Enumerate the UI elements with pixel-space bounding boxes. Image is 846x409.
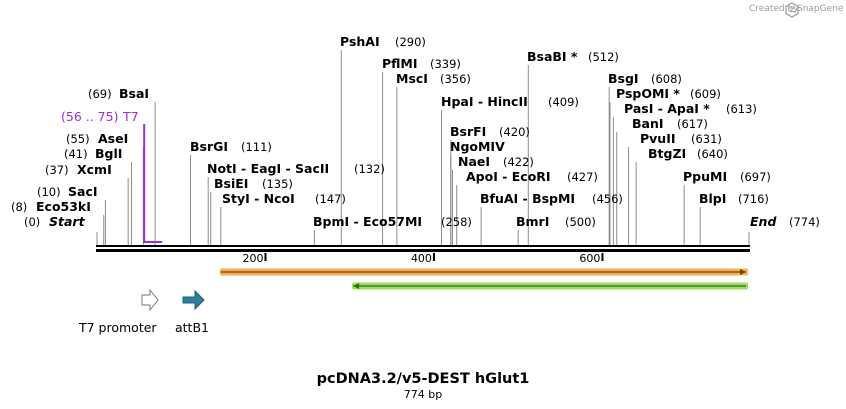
site-end-pos: (774) — [789, 215, 820, 229]
ruler-label-600: 600 — [579, 252, 600, 265]
site-apoi-pos: (427) — [567, 170, 598, 184]
site-bsiei: BsiEI — [214, 176, 248, 191]
site-xcmi: XcmI — [77, 162, 112, 177]
primer-name: T7 — [122, 109, 139, 124]
site-saci-pos: (10) — [37, 185, 61, 199]
primer-t7[interactable]: (56 .. 75) T7 — [61, 109, 163, 243]
site-asei-pos: (55) — [66, 132, 90, 146]
backbone-top-strand — [96, 245, 750, 247]
ruler-label-200: 200 — [242, 252, 263, 265]
site-hpai-hincii: HpaI - HincII — [441, 94, 528, 109]
site-bmri: BmrI — [516, 214, 549, 229]
backbone — [96, 245, 750, 252]
site-noti-eagi-sacii: NotI - EagI - SacII — [207, 161, 329, 176]
site-eco53ki: Eco53kI — [36, 199, 91, 214]
site-saci: SacI — [68, 184, 98, 199]
site-blpi-pos: (716) — [738, 192, 769, 206]
site-styi-ncoi: StyI - NcoI — [222, 191, 295, 206]
map-length: 774 bp — [404, 388, 442, 401]
site-pshai: PshAI — [340, 34, 380, 49]
site-bsrfi-pos: (420) — [499, 125, 530, 139]
primer-range: (56 .. 75) — [61, 109, 118, 124]
site-eco53ki-pos: (8) — [11, 200, 27, 214]
site-styi-pos: (147) — [315, 192, 346, 206]
site-bsgi-pos: (608) — [651, 72, 682, 86]
site-pvuii: PvuII — [640, 131, 676, 146]
site-xcmi-pos: (37) — [45, 163, 69, 177]
site-labels: Start (0) End (774) Eco53kI (8) SacI (10… — [11, 34, 820, 229]
site-bsabi: BsaBI * — [527, 49, 578, 64]
site-noti-pos: (132) — [354, 162, 385, 176]
site-bsiei-pos: (135) — [262, 177, 293, 191]
site-bgli-pos: (41) — [64, 147, 88, 161]
site-apoi-ecori: ApoI - EcoRI — [466, 169, 551, 184]
site-btgzi-pos: (640) — [697, 147, 728, 161]
site-bsrgi: BsrGI — [190, 139, 228, 154]
feature-t7-promoter-label: T7 promoter — [78, 320, 157, 335]
site-start: Start — [49, 214, 86, 229]
site-bfuai-pos: (456) — [592, 192, 623, 206]
site-ngomiv: NgoMIV — [450, 139, 505, 154]
site-btgzi: BtgZI — [648, 146, 686, 161]
site-msci-pos: (356) — [440, 72, 471, 86]
orf-forward-arrowhead — [740, 269, 746, 275]
site-bsai: BsaI — [119, 86, 149, 101]
ruler: 200 400 600 — [242, 252, 604, 265]
snapgene-credit: Created by SnapGene — [749, 2, 844, 18]
site-naei-pos: (422) — [503, 155, 534, 169]
orf-reverse-arrowhead — [353, 283, 360, 289]
feature-attb1-arrow[interactable] — [182, 289, 205, 311]
site-bsrfi: BsrFI — [450, 124, 486, 139]
feature-attb1-label: attB1 — [175, 320, 209, 335]
ruler-label-400: 400 — [411, 252, 432, 265]
site-bsabi-pos: (512) — [588, 50, 619, 64]
site-leaders — [96, 50, 750, 245]
site-bsgi: BsgI — [608, 71, 639, 86]
site-ppumi: PpuMI — [683, 169, 727, 184]
site-pvuii-pos: (631) — [691, 132, 722, 146]
site-pflmi: PflMI — [382, 56, 418, 71]
site-bsai-pos: (69) — [88, 87, 112, 101]
snapgene-logo-icon — [785, 2, 799, 18]
site-pspomi-pos: (609) — [690, 87, 721, 101]
site-ppumi-pos: (697) — [740, 170, 771, 184]
site-naei: NaeI — [458, 154, 490, 169]
site-asei: AseI — [98, 131, 128, 146]
site-end: End — [750, 214, 777, 229]
backbone-bottom-strand — [96, 249, 750, 252]
site-pasi-pos: (613) — [726, 102, 757, 116]
site-msci: MscI — [396, 71, 428, 86]
site-psppomi: PspOMI * — [616, 86, 680, 101]
site-pasi-apai: PasI - ApaI * — [624, 101, 710, 116]
site-bmri-pos: (500) — [565, 215, 596, 229]
site-bgli: BglI — [95, 146, 122, 161]
site-bani: BanI — [632, 116, 664, 131]
site-bfuai-bspmi: BfuAI - BspMI — [480, 191, 575, 206]
credit-brand: SnapGene — [797, 4, 844, 14]
map-title: pcDNA3.2/v5-DEST hGlut1 — [317, 371, 530, 387]
feature-t7-promoter-arrow[interactable] — [141, 288, 159, 312]
features: T7 promoter attB1 — [78, 288, 209, 335]
site-bpmi-eco57mi: BpmI - Eco57MI — [313, 214, 422, 229]
site-pshai-pos: (290) — [395, 35, 426, 49]
orfs — [219, 268, 748, 290]
site-pflmi-pos: (339) — [430, 57, 461, 71]
site-start-pos: (0) — [24, 215, 40, 229]
site-bsrgi-pos: (111) — [241, 140, 272, 154]
site-bpmi-pos: (258) — [441, 215, 472, 229]
site-hpai-pos: (409) — [548, 95, 579, 109]
site-blpi: BlpI — [699, 191, 726, 206]
site-bani-pos: (617) — [677, 117, 708, 131]
credit-prefix: Created by — [749, 4, 799, 14]
